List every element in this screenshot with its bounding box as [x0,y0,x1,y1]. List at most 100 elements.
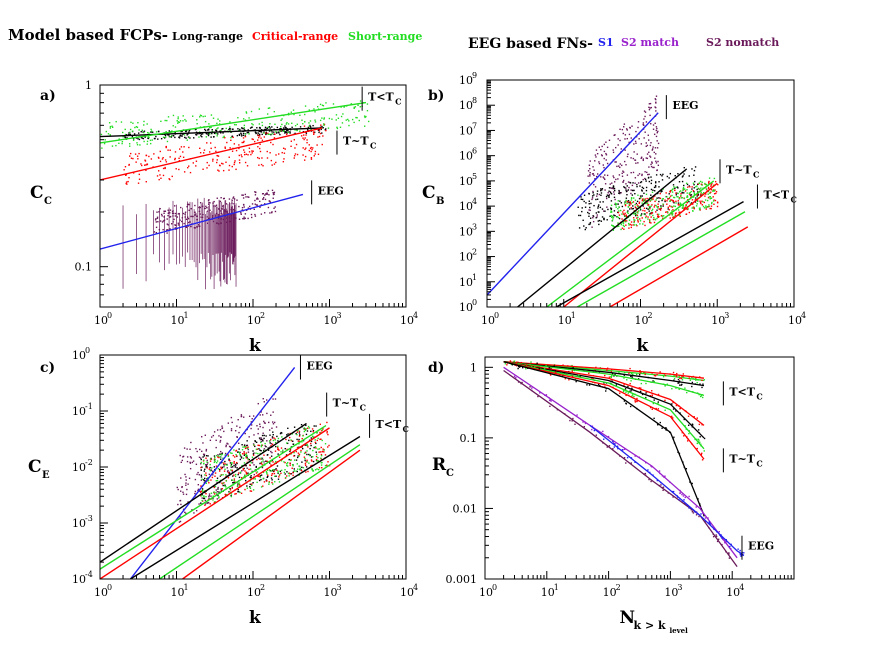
scatter-point [157,138,159,140]
curve-point [651,466,653,468]
curve-point [608,376,611,378]
scatter-point [224,485,226,487]
curve-point [549,374,552,376]
scatter-point [279,432,282,435]
scatter-point [189,456,192,458]
scatter-point [139,144,141,146]
curve-point [715,534,717,536]
scatter-point [653,166,655,169]
scatter-point [320,438,322,440]
scatter-point [237,419,239,421]
scatter-point [262,165,264,167]
scatter-point [633,212,636,215]
scatter-point [310,437,312,439]
curve-point [648,478,650,481]
scatter-point [629,201,632,204]
scatter-point [302,447,304,450]
scatter-point [306,461,308,463]
scatter-point [238,453,241,455]
scatter-point [688,193,691,195]
scatter-point [246,131,248,134]
scatter-point [239,454,242,456]
scatter-point [177,121,180,123]
curve-point [653,417,655,420]
scatter-point [194,492,196,495]
scatter-point [636,153,638,155]
scatter-point [310,430,312,433]
scatter-point [150,158,153,160]
curve-point [644,373,647,375]
scatter-point [669,195,672,197]
scatter-point [699,180,702,183]
scatter-point [260,478,262,481]
scatter-point [666,200,668,202]
scatter-point [290,473,292,475]
scatter-point [683,192,685,194]
scatter-point [263,448,266,450]
scatter-point [240,132,242,134]
scatter-point [710,197,713,199]
scatter-point [311,428,314,430]
curve-point [626,379,628,381]
scatter-point [247,446,249,448]
scatter-point [213,491,215,493]
scatter-point [129,155,131,157]
scatter-point [301,441,303,443]
scatter-point [291,433,294,435]
scatter-point [194,128,197,131]
scatter-point [320,455,323,457]
scatter-point [242,469,244,471]
scatter-point [647,173,649,176]
scatter-point [260,411,262,413]
scatter-point [652,146,654,148]
scatter-point [684,190,687,192]
curve-point [539,392,541,394]
curve-point [672,490,675,493]
curve-point [567,365,569,367]
scatter-point [137,158,139,160]
scatter-point [697,183,700,185]
scatter-point [651,149,653,151]
scatter-point [617,178,619,180]
scatter-point [111,125,113,127]
scatter-point [178,148,181,150]
x-tick-exponent: 3 [337,583,342,592]
scatter-point [206,463,208,466]
scatter-point [266,473,268,475]
scatter-point [228,127,231,130]
scatter-point [129,128,132,131]
curve-point [673,378,676,380]
scatter-point [701,200,703,202]
scatter-point [311,460,313,462]
y-axis-label-subscript: B [436,196,444,207]
plot-area [487,95,749,307]
scatter-point [327,127,330,129]
scatter-point [640,197,642,199]
scatter-point [136,144,139,146]
scatter-point [655,174,658,176]
scatter-point [284,447,286,450]
scatter-point [711,201,713,204]
scatter-point [654,182,657,184]
scatter-point [247,217,249,220]
scatter-point [314,153,316,155]
scatter-point [275,445,277,448]
scatter-point [648,103,651,105]
scatter-point [231,165,233,168]
x-tick-exponent: 1 [554,583,559,592]
scatter-point [179,500,181,502]
scatter-point [622,213,625,215]
curve-point [631,395,633,397]
scatter-point [292,440,294,442]
scatter-point [314,121,317,123]
scatter-point [314,150,317,153]
scatter-point [300,469,303,472]
curve-point [739,551,741,554]
scatter-point [707,190,710,193]
scatter-point [285,126,287,129]
scatter-point [267,133,269,136]
scatter-point [238,205,240,208]
scatter-point [184,211,187,213]
scatter-point [598,193,601,196]
scatter-point [233,163,235,166]
